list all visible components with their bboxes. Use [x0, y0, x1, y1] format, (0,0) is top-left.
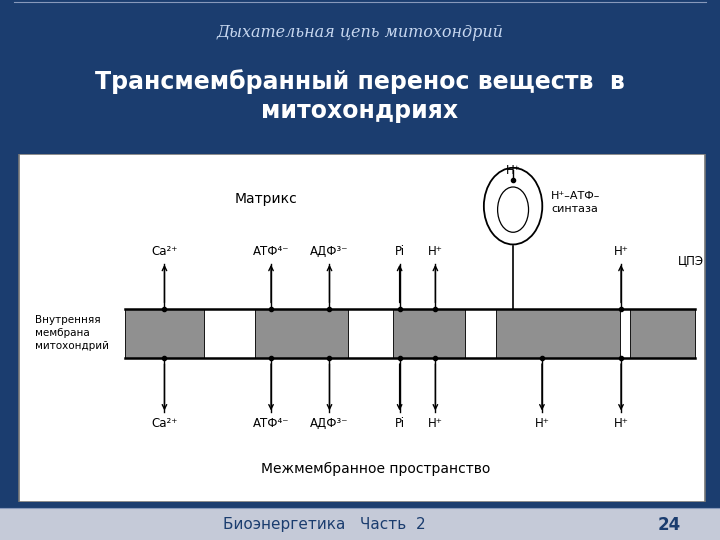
Text: Матрикс: Матрикс [234, 192, 297, 206]
Text: Дыхательная цепь митохондрий: Дыхательная цепь митохондрий [217, 24, 503, 42]
Text: H⁺: H⁺ [428, 245, 443, 258]
Bar [0, 509, 720, 540]
Text: Pi: Pi [395, 417, 405, 430]
Text: ЦПЭ: ЦПЭ [678, 254, 704, 267]
Text: H⁺: H⁺ [613, 245, 629, 258]
Text: Межмембранное пространство: Межмембранное пространство [261, 462, 490, 476]
Bar [620, 309, 630, 357]
Bar [496, 309, 620, 357]
Text: Ca²⁺: Ca²⁺ [151, 245, 178, 258]
Text: Н⁺–АТФ–
синтаза: Н⁺–АТФ– синтаза [551, 192, 600, 214]
Bar [348, 309, 392, 357]
Ellipse shape [498, 187, 528, 232]
Text: АДФ³⁻: АДФ³⁻ [310, 417, 348, 430]
Text: АТФ⁴⁻: АТФ⁴⁻ [253, 417, 289, 430]
Bar [630, 309, 696, 357]
Text: АТФ⁴⁻: АТФ⁴⁻ [253, 245, 289, 258]
Text: Pi: Pi [395, 245, 405, 258]
Bar [125, 309, 204, 357]
Bar [465, 309, 496, 357]
Bar [204, 309, 255, 357]
Bar [630, 309, 696, 357]
Text: АДФ³⁻: АДФ³⁻ [310, 245, 348, 258]
Text: H⁺: H⁺ [505, 164, 521, 177]
Text: H⁺: H⁺ [534, 417, 549, 430]
Bar [392, 309, 465, 357]
Bar [255, 309, 348, 357]
Text: Биоэнергетика   Часть  2: Биоэнергетика Часть 2 [222, 517, 426, 532]
Text: Трансмембранный перенос веществ  в
митохондриях: Трансмембранный перенос веществ в митохо… [95, 70, 625, 123]
Text: 24: 24 [658, 516, 681, 534]
Bar [255, 309, 348, 357]
Bar [392, 309, 465, 357]
Text: H⁺: H⁺ [428, 417, 443, 430]
Text: H⁺: H⁺ [613, 417, 629, 430]
Text: Ca²⁺: Ca²⁺ [151, 417, 178, 430]
Bar [125, 309, 204, 357]
Bar [125, 309, 696, 357]
Ellipse shape [484, 168, 542, 245]
Bar [496, 309, 620, 357]
Text: Внутренняя
мембрана
митохондрий: Внутренняя мембрана митохондрий [35, 315, 109, 351]
